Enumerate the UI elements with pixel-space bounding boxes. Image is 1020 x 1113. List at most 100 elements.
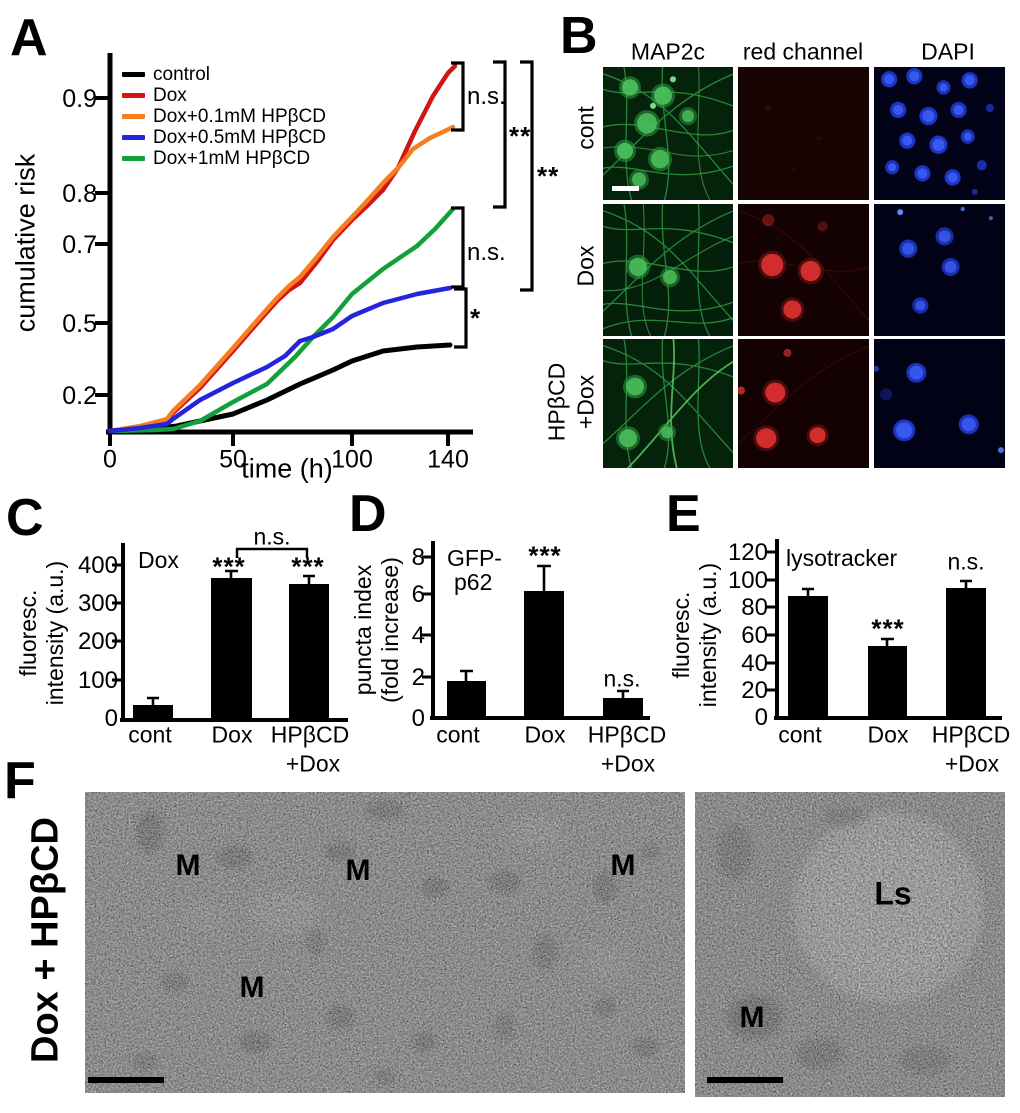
panel-a-letter: A xyxy=(10,9,48,67)
panel-c-xlabel-hpbcd: HPβCD xyxy=(270,721,350,748)
em-label-mitochondria: M xyxy=(739,1001,765,1034)
panel-e-letter: E xyxy=(666,485,701,543)
panel-e-xlabel-cont: cont xyxy=(778,721,822,748)
em-image-left xyxy=(85,792,685,1093)
panel-c-xlabel-dox: Dox xyxy=(211,721,253,748)
panel-c-ytick: 400 xyxy=(77,552,118,579)
panel-d-letter: D xyxy=(349,485,387,543)
panel-b-row-label-hpbcd: HPβCD xyxy=(543,362,570,442)
panel-e-ytick: 20 xyxy=(741,677,768,704)
legend-swatch-control xyxy=(122,72,145,77)
panel-c-title: Dox xyxy=(138,547,179,573)
panel-e-ytick: 40 xyxy=(741,650,768,677)
legend-item-dox: Dox xyxy=(122,85,326,106)
panel-c-ytick: 200 xyxy=(77,628,118,655)
micrograph-dox-red xyxy=(738,204,869,336)
panel-d-y-axis-label-line1: puncta index xyxy=(350,564,376,696)
legend-swatch-dox-1mm xyxy=(122,156,145,161)
panel-a-x-axis-label: time (h) xyxy=(241,453,333,484)
panel-c-letter: C xyxy=(6,489,44,547)
panel-a-stat-stars-inner: ** xyxy=(509,121,532,151)
panel-e-sig-dox: *** xyxy=(871,613,905,644)
em-image-right xyxy=(695,792,1005,1097)
panel-f-side-label: Dox + HPβCD xyxy=(24,817,67,1063)
panel-b-row-label-dox: Dox xyxy=(572,245,599,287)
panel-b-letter: B xyxy=(560,7,598,65)
panel-a-stat-stars-outer: ** xyxy=(537,161,560,191)
panel-d-title-line2: p62 xyxy=(454,569,493,595)
panel-a-stat-ns-mid: n.s. xyxy=(467,239,506,266)
panel-d-ytick: 0 xyxy=(411,705,425,732)
panel-d-xlabel-plus-dox: +Dox xyxy=(600,750,656,777)
legend-label: Dox+0.1mM HPβCD xyxy=(153,105,326,127)
panel-d-ns: n.s. xyxy=(603,665,641,692)
panel-d-ytick: 8 xyxy=(411,544,425,571)
panel-d-sig-dox: *** xyxy=(528,540,562,571)
panel-d-ytick: 2 xyxy=(411,664,425,691)
curve-dox-01mm xyxy=(107,124,456,434)
panel-e-ns: n.s. xyxy=(947,548,985,575)
panel-e-ytick: 0 xyxy=(754,704,768,731)
micrograph-cont-map2c xyxy=(603,67,733,200)
legend-item-control: control xyxy=(122,64,326,85)
panel-c-xlabel-plus-dox: +Dox xyxy=(285,750,341,777)
micrograph-hpbcd-dox-red xyxy=(738,339,869,468)
legend-label: Dox+0.5mM HPβCD xyxy=(153,126,326,148)
em-label-mitochondria: M xyxy=(239,971,265,1004)
panel-a-xtick: 50 xyxy=(219,445,247,474)
legend-item-dox-05mm: Dox+0.5mM HPβCD xyxy=(122,127,326,148)
legend-label: Dox+1mM HPβCD xyxy=(153,147,311,169)
panel-c-y-axis-label-line1: fluoresc. xyxy=(15,589,41,677)
legend-item-dox-1mm: Dox+1mM HPβCD xyxy=(122,148,326,169)
legend-label: control xyxy=(153,63,211,85)
panel-a-ytick: 0.9 xyxy=(62,85,97,113)
panel-e-ytick: 80 xyxy=(741,594,768,621)
curve-dox-05mm xyxy=(107,285,453,434)
panel-c-xlabel-cont: cont xyxy=(128,721,172,748)
panel-c-ytick: 0 xyxy=(104,705,118,732)
legend-label: Dox xyxy=(153,84,187,106)
panel-c-sig-dox: *** xyxy=(212,551,246,582)
panel-a-legend: control Dox Dox+0.1mM HPβCD Dox+0.5mM HP… xyxy=(122,64,326,169)
panel-a-xtick: 100 xyxy=(331,445,373,474)
panel-e-ytick: 100 xyxy=(727,567,768,594)
panel-e-xlabel-plus-dox: +Dox xyxy=(944,750,1000,777)
micrograph-dox-dapi xyxy=(874,204,1005,336)
panel-a-ytick: 0.2 xyxy=(62,382,97,410)
legend-swatch-dox-05mm xyxy=(122,135,145,140)
panel-c-ytick: 100 xyxy=(77,667,118,694)
panel-e-ytick: 120 xyxy=(727,539,768,566)
panel-f-letter: F xyxy=(4,752,36,810)
micrograph-hpbcd-dox-dapi xyxy=(874,339,1005,468)
panel-b-row-label-cont: cont xyxy=(572,106,599,150)
panel-b-row-label-plus-dox: +Dox xyxy=(572,374,599,430)
micrograph-cont-dapi xyxy=(874,67,1005,200)
panel-d-xlabel-dox: Dox xyxy=(524,721,566,748)
panel-d-xlabel-cont: cont xyxy=(436,721,480,748)
panel-b-col-header-map2c: MAP2c xyxy=(630,38,706,65)
panel-d-title-line1: GFP- xyxy=(447,545,502,571)
panel-a-ytick: 0.8 xyxy=(62,180,97,208)
curve-dox-1mm xyxy=(107,206,456,434)
panel-b-col-header-dapi: DAPI xyxy=(921,38,975,65)
panel-e-y-axis-label-line1: fluoresc. xyxy=(668,591,694,679)
panel-d-xlabel-hpbcd: HPβCD xyxy=(587,721,667,748)
panel-e-xlabel-dox: Dox xyxy=(867,721,909,748)
panel-a-xtick: 0 xyxy=(103,445,117,474)
panel-a-ytick: 0.5 xyxy=(62,310,97,338)
panel-e-ytick: 60 xyxy=(741,622,768,649)
panel-b-col-header-red-channel: red channel xyxy=(742,38,864,65)
legend-swatch-dox-01mm xyxy=(122,114,145,119)
panel-d-ytick: 6 xyxy=(411,581,425,608)
em-label-lysosome: Ls xyxy=(874,875,912,912)
panel-c-sig-hpbcd: *** xyxy=(291,551,325,582)
panel-a-xtick: 140 xyxy=(427,445,469,474)
em-label-mitochondria: M xyxy=(345,854,371,887)
panel-c-ns: n.s. xyxy=(253,523,291,550)
legend-swatch-dox xyxy=(122,93,145,98)
panel-e-title: lysotracker xyxy=(786,545,898,571)
em-label-mitochondria: M xyxy=(175,849,201,882)
panel-a-stat-ns-top: n.s. xyxy=(467,83,506,110)
micrograph-cont-red xyxy=(738,67,869,200)
